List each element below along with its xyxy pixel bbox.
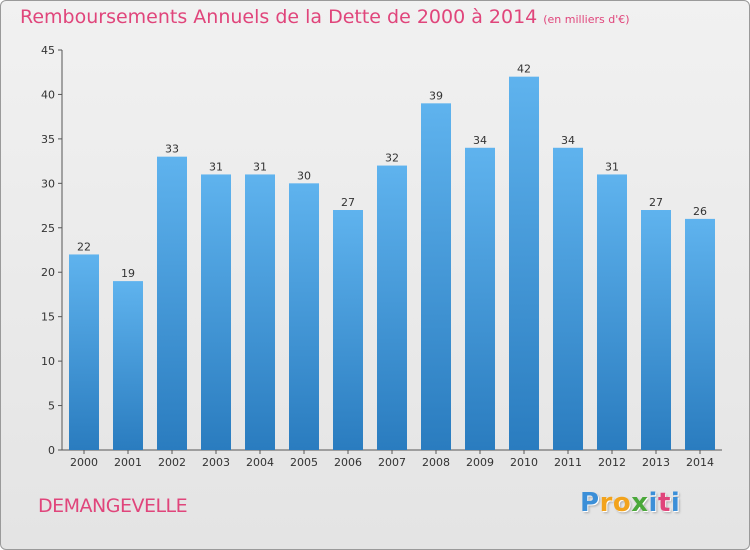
logo-letter-i2: i bbox=[670, 488, 681, 518]
x-tick-label-2007: 2007 bbox=[378, 456, 406, 469]
bar-2013 bbox=[641, 210, 671, 450]
y-tick-label: 10 bbox=[41, 355, 55, 368]
bar-2012 bbox=[597, 174, 627, 450]
proxiti-logo: Proxiti bbox=[580, 488, 680, 518]
commune-name: DEMANGEVELLE bbox=[38, 495, 188, 517]
bar-2011 bbox=[553, 147, 583, 450]
bar-2005 bbox=[289, 183, 319, 451]
bar-2009 bbox=[465, 147, 495, 450]
x-tick-label-2011: 2011 bbox=[554, 456, 582, 469]
x-tick-label-2005: 2005 bbox=[290, 456, 318, 469]
y-tick-label: 5 bbox=[48, 400, 55, 413]
bar-value-label-2012: 31 bbox=[605, 160, 619, 173]
bar-value-label-2014: 26 bbox=[693, 205, 707, 218]
bar-value-label-2005: 30 bbox=[297, 169, 311, 182]
bar-value-label-2003: 31 bbox=[209, 160, 223, 173]
logo-letter-t: t bbox=[657, 488, 671, 518]
logo-letter-o: o bbox=[612, 488, 632, 518]
bar-value-label-2011: 34 bbox=[561, 134, 575, 147]
y-tick-label: 15 bbox=[41, 311, 55, 324]
logo-letter-i1: i bbox=[648, 488, 658, 518]
x-tick-label-2008: 2008 bbox=[422, 456, 450, 469]
x-tick-label-2002: 2002 bbox=[158, 456, 186, 469]
x-tick-label-2003: 2003 bbox=[202, 456, 230, 469]
bar-value-label-2008: 39 bbox=[429, 89, 443, 102]
x-tick-label-2013: 2013 bbox=[642, 456, 670, 469]
bar-value-label-2006: 27 bbox=[341, 196, 355, 209]
y-tick-label: 20 bbox=[41, 266, 55, 279]
bar-value-label-2002: 33 bbox=[165, 143, 179, 156]
bar-2004 bbox=[245, 174, 275, 450]
y-tick-label: 30 bbox=[41, 177, 55, 190]
chart-title-text: Remboursements Annuels de la Dette de 20… bbox=[20, 6, 538, 28]
bar-2008 bbox=[421, 103, 451, 450]
bar-2000 bbox=[69, 254, 99, 450]
bar-2007 bbox=[377, 165, 407, 451]
bar-value-label-2004: 31 bbox=[253, 160, 267, 173]
y-tick-label: 45 bbox=[41, 44, 55, 57]
x-tick-label-2010: 2010 bbox=[510, 456, 538, 469]
bar-value-label-2007: 32 bbox=[385, 152, 399, 165]
bar-value-label-2009: 34 bbox=[473, 134, 487, 147]
bar-value-label-2001: 19 bbox=[121, 267, 135, 280]
bar-value-label-2010: 42 bbox=[517, 63, 531, 76]
chart-subtitle: (en milliers d'€) bbox=[543, 13, 630, 26]
chart-title: Remboursements Annuels de la Dette de 20… bbox=[20, 6, 630, 28]
y-tick-label: 35 bbox=[41, 133, 55, 146]
bar-2002 bbox=[157, 156, 187, 450]
y-tick-label: 25 bbox=[41, 222, 55, 235]
x-tick-label-2009: 2009 bbox=[466, 456, 494, 469]
x-tick-label-2000: 2000 bbox=[70, 456, 98, 469]
logo-letter-p: P bbox=[580, 488, 600, 518]
bar-value-label-2000: 22 bbox=[77, 240, 91, 253]
y-tick-label: 0 bbox=[48, 444, 55, 457]
x-tick-label-2012: 2012 bbox=[598, 456, 626, 469]
bar-value-label-2013: 27 bbox=[649, 196, 663, 209]
bar-2010 bbox=[509, 76, 539, 451]
x-tick-label-2006: 2006 bbox=[334, 456, 362, 469]
bar-2003 bbox=[201, 174, 231, 450]
x-tick-label-2001: 2001 bbox=[114, 456, 142, 469]
x-tick-label-2014: 2014 bbox=[686, 456, 714, 469]
x-tick-label-2004: 2004 bbox=[246, 456, 274, 469]
bar-2001 bbox=[113, 281, 143, 450]
logo-letter-r: r bbox=[599, 488, 613, 518]
y-tick-label: 40 bbox=[41, 88, 55, 101]
bar-2006 bbox=[333, 210, 363, 450]
logo-letter-x: x bbox=[631, 488, 649, 518]
bar-2014 bbox=[685, 218, 715, 450]
